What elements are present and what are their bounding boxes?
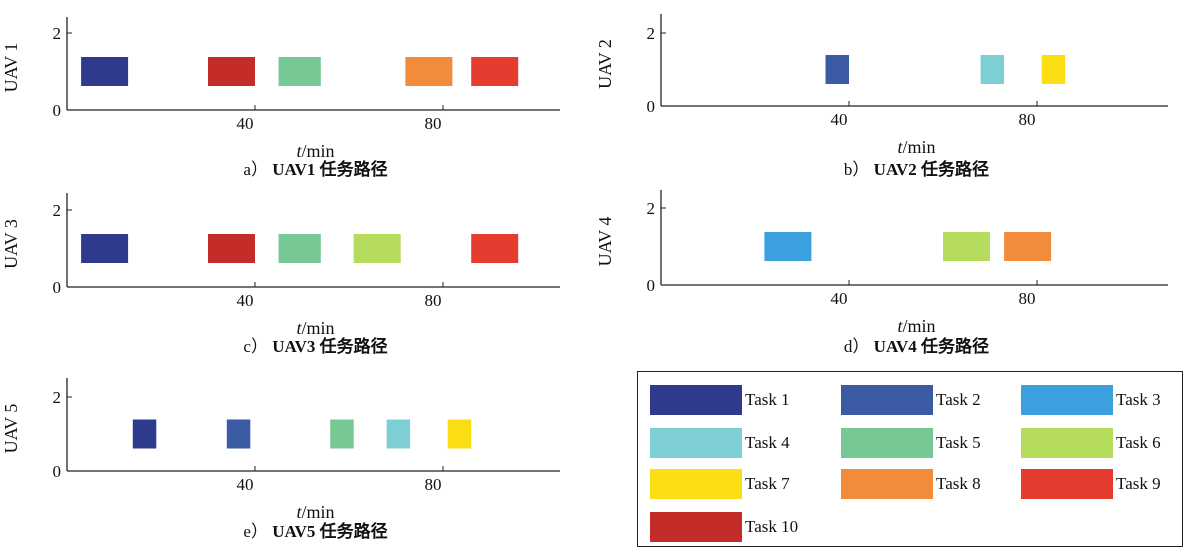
task-bar-task-7 [447, 419, 472, 449]
legend-swatch [1021, 428, 1113, 458]
y-tick-label: 0 [647, 97, 656, 116]
task-bar-task-5 [278, 234, 321, 263]
task-bar-task-10 [208, 234, 255, 263]
x-axis-label: t/min [296, 318, 334, 338]
legend-swatch [650, 428, 742, 458]
task-bar-task-8 [1004, 232, 1052, 261]
task-bar-task-1 [81, 57, 129, 86]
legend-swatch [1021, 469, 1113, 499]
legend: Task 1 Task 2 Task 3 Task 4 Task 5 Task 6 Task… [637, 371, 1183, 547]
y-tick-label: 2 [53, 201, 62, 220]
task-bar-task-6 [353, 234, 401, 263]
x-tick-label: 40 [831, 110, 848, 129]
x-tick-label: 80 [425, 291, 442, 310]
task-bar-task-2 [226, 419, 251, 449]
y-tick-label: 2 [53, 24, 62, 43]
task-bar-task-7 [1041, 55, 1066, 84]
legend-label: Task 9 [1116, 474, 1161, 493]
legend-label: Task 10 [745, 517, 799, 536]
task-bar-task-6 [943, 232, 990, 261]
task-bar-task-1 [132, 419, 157, 449]
task-bar-task-1 [81, 234, 129, 263]
task-bar-task-8 [405, 57, 453, 86]
y-tick-label: 2 [647, 24, 656, 43]
panel-caption: d） UAV4 任务路径 [844, 336, 989, 356]
x-tick-label: 40 [237, 291, 254, 310]
x-axis-label: t/min [296, 502, 334, 522]
y-axis-label: UAV 1 [1, 43, 21, 93]
y-tick-label: 0 [53, 462, 62, 481]
x-tick-label: 80 [425, 475, 442, 494]
x-tick-label: 80 [1019, 110, 1036, 129]
legend-label: Task 8 [936, 474, 981, 493]
panel-caption: c） UAV3 任务路径 [243, 336, 387, 356]
legend-label: Task 2 [936, 390, 981, 409]
y-axis-label: UAV 3 [1, 219, 21, 269]
task-bar-task-10 [208, 57, 255, 86]
x-axis-label: t/min [897, 137, 935, 157]
legend-swatch [1021, 385, 1113, 415]
x-tick-label: 40 [237, 114, 254, 133]
task-bar-task-9 [471, 234, 519, 263]
task-bar-task-2 [825, 55, 849, 84]
x-axis-label: t/min [897, 316, 935, 336]
x-tick-label: 80 [1019, 289, 1036, 308]
x-axis-label: t/min [296, 141, 334, 161]
task-bar-task-4 [386, 419, 411, 449]
legend-swatch [650, 385, 742, 415]
legend-swatch [650, 512, 742, 542]
legend-swatch [841, 469, 933, 499]
task-bar-task-9 [471, 57, 519, 86]
y-tick-label: 0 [53, 101, 62, 120]
panel-caption: a） UAV1 任务路径 [243, 159, 387, 179]
x-tick-label: 80 [425, 114, 442, 133]
x-tick-label: 40 [831, 289, 848, 308]
task-bar-task-3 [764, 232, 812, 261]
legend-swatch [841, 428, 933, 458]
task-bar-task-5 [330, 419, 354, 449]
legend-label: Task 6 [1116, 433, 1161, 452]
y-tick-label: 0 [53, 278, 62, 297]
x-tick-label: 40 [237, 475, 254, 494]
task-bar-task-4 [980, 55, 1005, 84]
y-axis-label: UAV 5 [1, 404, 21, 454]
legend-label: Task 1 [745, 390, 790, 409]
panel-caption: b） UAV2 任务路径 [844, 159, 989, 179]
legend-label: Task 7 [745, 474, 790, 493]
y-tick-label: 2 [647, 199, 656, 218]
y-tick-label: 2 [53, 388, 62, 407]
legend-label: Task 5 [936, 433, 981, 452]
legend-swatch [650, 469, 742, 499]
y-tick-label: 0 [647, 276, 656, 295]
legend-swatch [841, 385, 933, 415]
legend-label: Task 3 [1116, 390, 1161, 409]
panel-caption: e） UAV5 任务路径 [243, 521, 387, 541]
y-axis-label: UAV 2 [595, 39, 615, 89]
y-axis-label: UAV 4 [595, 217, 615, 267]
task-bar-task-5 [278, 57, 321, 86]
legend-label: Task 4 [745, 433, 790, 452]
